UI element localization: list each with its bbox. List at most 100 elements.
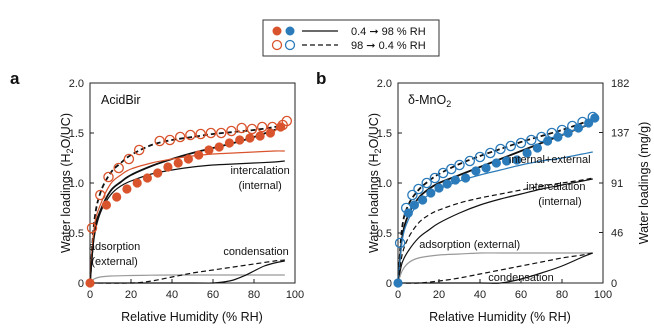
open-point: [133, 144, 145, 156]
y-tick-label: 2.0: [69, 78, 84, 90]
open-point: [281, 115, 293, 127]
legend-open-marker-acidbir: [271, 39, 283, 51]
legend-box: [262, 19, 440, 57]
annotation: adsorption: [89, 241, 140, 253]
open-point: [429, 172, 441, 184]
panel-a-letter: a: [10, 69, 20, 88]
legend: 0.4 ➞ 98 % RH 98 ➞ 0.4 % RH: [262, 19, 440, 57]
y-tick-label: 1.5: [377, 128, 392, 140]
filled-point: [204, 145, 214, 155]
panel-b: b δ-MnO2 Water loadings (H2O/UC) Water l…: [316, 69, 651, 324]
filled-point: [450, 175, 460, 185]
panel-b-points: [393, 111, 600, 288]
series-line-3: [397, 118, 594, 284]
open-point: [495, 143, 506, 155]
annotation: intercalation: [230, 165, 289, 177]
open-point: [485, 147, 496, 159]
series-line-9: [397, 252, 593, 284]
filled-point: [153, 168, 163, 178]
open-point: [226, 125, 237, 137]
panel-b-ylabel-right: Water loadings (mg/g): [637, 122, 651, 245]
legend-row1-text: 0.4 ➞ 98 % RH: [351, 26, 426, 38]
series-line-8: [397, 252, 594, 284]
annotation: internal+external: [509, 154, 591, 166]
y-tick-label: 1.0: [377, 178, 392, 190]
x-tick-label: 60: [515, 289, 527, 301]
filled-point: [426, 188, 436, 198]
y-right-tick-label: 182: [611, 78, 629, 90]
x-tick-label: 80: [248, 289, 260, 301]
x-tick-label: 40: [166, 289, 178, 301]
filled-point: [214, 142, 224, 152]
filled-point: [132, 178, 142, 188]
legend-row2-text: 98 ➞ 0.4 % RH: [351, 40, 426, 52]
open-point: [400, 202, 412, 214]
open-point: [123, 153, 135, 165]
filled-point: [224, 138, 234, 148]
filled-point: [173, 158, 183, 168]
y-tick-label: 2.0: [377, 78, 392, 90]
filled-point: [393, 278, 403, 288]
open-point: [446, 163, 457, 175]
filled-point: [461, 173, 471, 183]
panel-b-ylabel: Water loadings (H2O/UC): [367, 113, 383, 253]
open-point: [587, 111, 599, 123]
panel-b-annotations: internal+external intercalation (internal)…: [419, 154, 590, 284]
panel-a-annotations: intercalation (internal) adsorption (extern…: [89, 165, 290, 268]
y-right-tick-label: 0: [611, 278, 617, 290]
filled-point: [442, 179, 452, 189]
filled-point: [142, 173, 152, 183]
y-tick-label: 0.5: [377, 228, 392, 240]
x-tick-label: 0: [395, 289, 401, 301]
x-tick-label: 20: [433, 289, 445, 301]
x-tick-label: 80: [556, 289, 568, 301]
annotation: (external): [91, 256, 137, 268]
filled-point: [265, 128, 275, 138]
open-point: [246, 123, 258, 135]
series-line-8: [89, 259, 285, 284]
annotation: adsorption (external): [419, 239, 520, 251]
x-tick-label: 40: [474, 289, 486, 301]
annotation: intercalation: [526, 181, 585, 193]
filled-point: [491, 158, 501, 168]
open-point: [556, 124, 568, 136]
open-point: [86, 222, 98, 234]
panel-b-xlabel: Relative Humidity (% RH): [429, 310, 571, 324]
open-point: [474, 151, 486, 163]
filled-point: [434, 183, 444, 193]
open-point: [437, 167, 449, 179]
open-point: [577, 116, 588, 128]
filled-point: [85, 278, 95, 288]
panel-a-points: [85, 115, 293, 288]
open-point: [195, 128, 206, 140]
filled-point: [183, 154, 193, 164]
filled-point: [235, 135, 245, 145]
filled-point: [409, 200, 419, 210]
open-point: [95, 189, 106, 201]
y-tick-label: 0.5: [69, 228, 84, 240]
series-line-6: [89, 274, 285, 284]
open-point: [174, 131, 186, 143]
open-point: [526, 134, 537, 146]
annotation: (internal): [538, 196, 581, 208]
open-point: [546, 127, 558, 139]
filled-point: [502, 156, 512, 166]
annotation: (internal): [238, 180, 281, 192]
panel-a-ticks: 0 20 40 60 80 100 0 0.5 1.0 1.5 2.0: [69, 78, 304, 301]
open-point: [407, 189, 418, 201]
x-tick-label: 20: [125, 289, 137, 301]
series-line-5: [397, 178, 593, 284]
y-tick-label: 1.5: [69, 128, 84, 140]
legend-open-marker-mno2: [284, 39, 296, 51]
open-point: [185, 129, 196, 141]
panel-a-title: AcidBir: [101, 93, 141, 107]
filled-point: [512, 155, 522, 165]
panel-b-letter: b: [316, 69, 326, 88]
open-point: [256, 121, 268, 133]
filled-point: [112, 192, 122, 202]
filled-point: [481, 163, 491, 173]
filled-point: [471, 166, 481, 176]
open-point: [421, 177, 432, 189]
open-point: [394, 237, 406, 249]
